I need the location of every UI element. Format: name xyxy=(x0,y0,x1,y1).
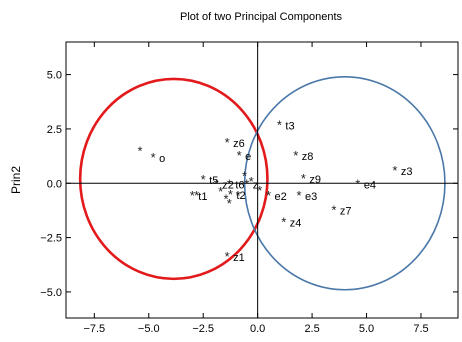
data-point-marker: * xyxy=(227,176,232,191)
x-tick-label: −7.5 xyxy=(83,323,105,335)
data-point-label: z2 xyxy=(222,179,234,191)
data-point-marker: * xyxy=(201,172,206,187)
data-point-label: t2 xyxy=(236,190,245,202)
data-point-marker: * xyxy=(225,249,230,264)
data-point-label: t3 xyxy=(285,121,294,133)
data-point-label: z9 xyxy=(309,174,321,186)
data-point-label: e xyxy=(245,151,251,163)
data-point-marker: * xyxy=(151,150,156,165)
x-axis-ticks: −7.5 −5.0 −2.5 0.0 2.5 5.0 7.5 xyxy=(83,42,429,335)
data-point-marker: * xyxy=(224,191,229,206)
data-point-marker: * xyxy=(242,169,247,184)
data-point-marker: * xyxy=(301,171,306,186)
data-point-marker: * xyxy=(214,176,219,191)
data-point-label: e2 xyxy=(275,191,287,203)
data-point-marker: * xyxy=(257,183,262,198)
data-point-label: z6 xyxy=(233,138,245,150)
data-point-marker: * xyxy=(355,176,360,191)
data-point-marker: * xyxy=(190,188,195,203)
y-tick-label: 5.0 xyxy=(47,70,62,82)
data-point-label: t6 xyxy=(235,179,244,191)
data-point-label: e4 xyxy=(364,179,376,191)
data-point-label: z4 xyxy=(290,217,302,229)
data-point-label: z8 xyxy=(302,151,314,163)
data-point-marker: * xyxy=(138,144,143,159)
x-tick-label: 7.5 xyxy=(413,323,428,335)
data-point-marker: * xyxy=(249,174,254,189)
data-point-label: z3 xyxy=(401,166,413,178)
data-point-label: e3 xyxy=(305,191,317,203)
data-point-marker: * xyxy=(266,188,271,203)
y-tick-label: −2.5 xyxy=(40,233,62,245)
data-point-marker: * xyxy=(296,188,301,203)
data-point-marker: * xyxy=(194,188,199,203)
data-point-marker: * xyxy=(281,214,286,229)
data-point-marker: * xyxy=(228,187,233,202)
data-point-label: o xyxy=(159,153,165,165)
y-tick-label: 2.5 xyxy=(47,124,62,136)
y-tick-label: −5.0 xyxy=(40,287,62,299)
x-tick-label: −2.5 xyxy=(192,323,214,335)
data-point-marker: * xyxy=(244,176,249,191)
data-point-marker: * xyxy=(237,148,242,163)
x-tick-label: 5.0 xyxy=(359,323,374,335)
data-point-label: z7 xyxy=(340,205,352,217)
y-tick-label: 0.0 xyxy=(47,178,62,190)
x-tick-label: −5.0 xyxy=(138,323,160,335)
data-point-marker: * xyxy=(227,196,232,211)
data-point-marker: * xyxy=(277,118,282,133)
data-point-label: z1 xyxy=(233,252,245,264)
x-tick-label: 0.0 xyxy=(250,323,265,335)
data-point-label: z xyxy=(253,179,259,191)
y-axis-ticks: 5.0 2.5 0.0 −2.5 −5.0 xyxy=(40,70,458,299)
x-tick-label: 2.5 xyxy=(304,323,319,335)
plot-frame xyxy=(65,41,459,319)
data-point-marker: * xyxy=(331,202,336,217)
data-point-marker: * xyxy=(218,184,223,199)
reference-lines xyxy=(66,42,458,318)
data-points: * * o* z6* e* t3* z8* z3* t5* z2* t6 * z* t1 * t2* z9 * e4… xyxy=(138,118,413,264)
data-point-label: t1 xyxy=(198,191,207,203)
data-point-marker: * xyxy=(236,188,241,203)
y-axis-label: Prin2 xyxy=(9,166,23,194)
ellipse-1 xyxy=(78,77,269,281)
data-point-marker: * xyxy=(225,135,230,150)
data-point-marker: * xyxy=(293,148,298,163)
data-point-marker: * xyxy=(392,163,397,178)
data-point-label: t5 xyxy=(209,175,218,187)
chart-title: Plot of two Principal Components xyxy=(180,11,343,23)
